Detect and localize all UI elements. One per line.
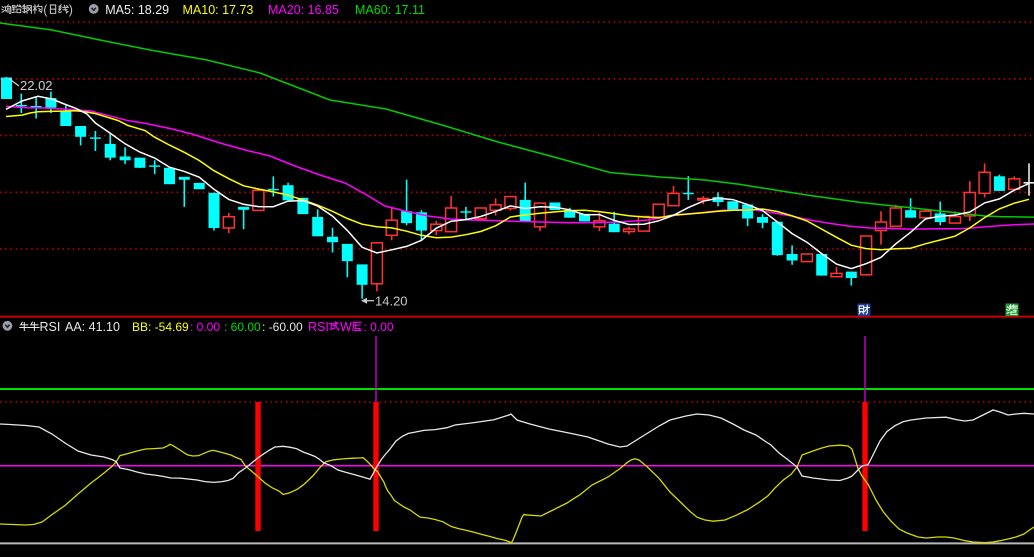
svg-text:MA60: 17.11: MA60: 17.11: [355, 3, 425, 17]
svg-text:MA20: 16.85: MA20: 16.85: [268, 3, 339, 17]
svg-text:AA: 41.10: AA: 41.10: [65, 320, 120, 334]
svg-text:: 0.00: : 0.00: [190, 320, 220, 334]
svg-text:MA10: 17.73: MA10: 17.73: [183, 3, 254, 17]
svg-text:(: (: [43, 3, 48, 17]
svg-text:RSI: RSI: [40, 320, 61, 334]
svg-text:14.20: 14.20: [375, 294, 408, 309]
svg-text:22.02: 22.02: [20, 78, 53, 93]
svg-text:BB: -54.69: BB: -54.69: [132, 320, 189, 334]
svg-text:: 60.00: : 60.00: [224, 320, 261, 334]
svg-text:: 0.00: : 0.00: [364, 320, 394, 334]
svg-text:RSI: RSI: [308, 320, 329, 334]
svg-text:: -60.00: : -60.00: [262, 320, 303, 334]
svg-text:W: W: [340, 320, 352, 334]
svg-text:MA5: 18.29: MA5: 18.29: [105, 3, 169, 17]
svg-text:): ): [69, 3, 73, 17]
